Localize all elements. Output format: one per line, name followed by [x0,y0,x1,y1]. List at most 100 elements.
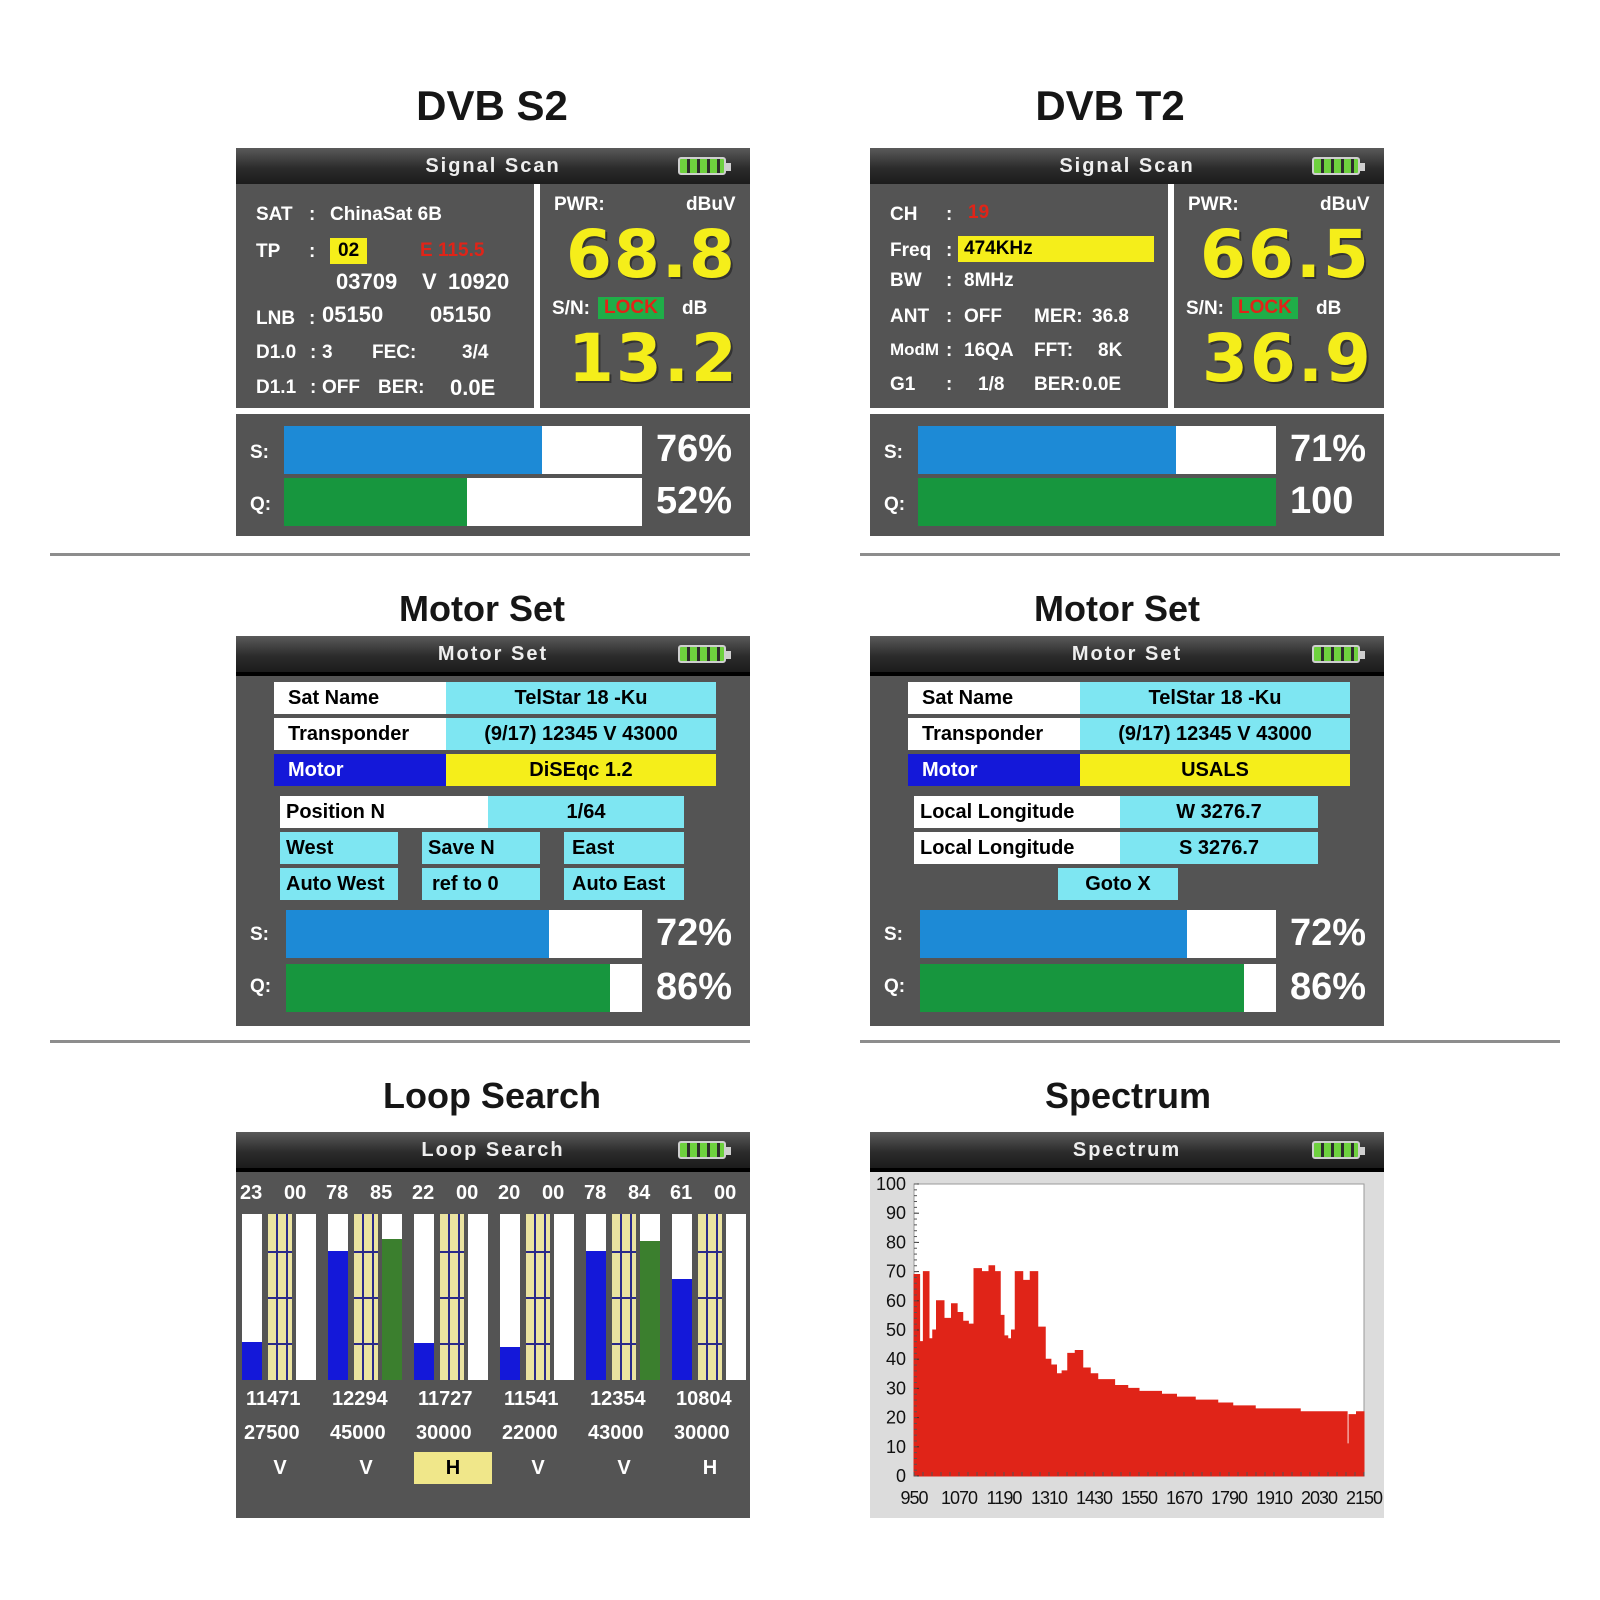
symbol-rate: 30000 [674,1422,730,1444]
level-fill [286,964,610,1012]
tp-polarity: V [422,269,437,294]
fec-value: 3/4 [462,342,489,363]
motor-value[interactable]: DiSEqc 1.2 [446,754,716,786]
quality-value: 84 [628,1182,651,1204]
quality-bar [726,1214,746,1380]
transponder-label: Transponder [908,718,1080,750]
quality-value: 00 [714,1182,737,1204]
y-tick-label: 0 [896,1466,906,1486]
sat-value: ChinaSat 6B [330,204,442,225]
goto-x-button[interactable]: Goto X [1058,868,1178,900]
signal-bar [586,1214,606,1380]
symbol-rate: 45000 [330,1422,386,1444]
sat-name-value[interactable]: TelStar 18 -Ku [446,682,716,714]
motor-value[interactable]: USALS [1080,754,1350,786]
ch-value: 19 [968,202,990,223]
loop-column[interactable]: 20 00 11541 22000 V [498,1172,582,1518]
ber-value: 0.0E [1082,374,1122,395]
y-tick-label: 10 [886,1437,906,1457]
transponder-value[interactable]: (9/17) 12345 V 43000 [1080,718,1350,750]
auto-east-button[interactable]: Auto East [564,868,684,900]
pwr-unit: dBuV [686,194,736,215]
transponder-value[interactable]: (9/17) 12345 V 43000 [446,718,716,750]
polarity-selected: H [414,1452,492,1484]
local-longitude-value[interactable]: W 3276.7 [1120,796,1318,828]
quality-label: Q: [884,494,906,515]
level-ladder [354,1214,378,1380]
signal-value: 20 [498,1182,521,1204]
ber-label: BER: [1034,374,1081,395]
level-ladder [440,1214,464,1380]
y-tick-label: 80 [886,1232,906,1252]
symbol-rate: 22000 [502,1422,558,1444]
quality-fill [382,1238,402,1380]
divider [860,553,1560,556]
strength-bar [286,910,642,958]
local-latitude-value[interactable]: S 3276.7 [1120,832,1318,864]
ch-label: CH [890,204,918,225]
quality-percent: 52% [656,480,733,522]
d10-value: 3 [322,342,333,363]
y-tick-label: 60 [886,1291,906,1311]
quality-label: Q: [250,494,272,515]
lock-indicator: LOCK [1232,297,1298,319]
y-tick-label: 40 [886,1349,906,1369]
loop-column[interactable]: 78 85 12294 45000 V [326,1172,410,1518]
x-tick-label: 2030 [1301,1488,1338,1508]
quality-value: 85 [370,1182,393,1204]
quality-bar [286,964,642,1012]
y-tick-label: 50 [886,1320,906,1340]
fft-value: 8K [1098,340,1123,361]
tp-red-value: E 115.5 [420,240,485,261]
header-bar: Signal Scan [870,148,1384,184]
east-button[interactable]: East [564,832,684,864]
loop-column[interactable]: 78 84 12354 43000 V [584,1172,668,1518]
signal-bar [328,1214,348,1380]
d10-label: D1.0 [256,342,297,363]
freq-value[interactable]: 474KHz [958,236,1154,262]
quality-value: 00 [284,1182,307,1204]
west-button[interactable]: West [280,832,398,864]
battery-icon [678,1141,731,1159]
sat-name-label: Sat Name [274,682,446,714]
ber-label: BER: [378,377,425,398]
position-value[interactable]: 1/64 [488,796,684,828]
level-fill [918,478,1276,526]
quality-bar [918,478,1276,526]
polarity: V [617,1457,631,1479]
pwr-value: 68.8 [566,216,737,293]
level-ladder [268,1214,292,1380]
level-ladder [698,1214,722,1380]
save-button[interactable]: Save N [422,832,540,864]
quality-percent: 86% [656,966,733,1008]
header-title: Motor Set [437,643,549,665]
lock-indicator: LOCK [598,297,664,319]
frequency: 12354 [590,1388,646,1410]
lnb-label: LNB [256,308,296,329]
signal-value: 22 [412,1182,435,1204]
x-tick-label: 1550 [1121,1488,1158,1508]
sat-label: SAT [256,204,293,225]
fec-label: FEC: [372,342,417,363]
tp-frequency: 10920 [448,269,510,294]
transponder-label: Transponder [274,718,446,750]
ref-to-zero-button[interactable]: ref to 0 [422,868,540,900]
y-tick-label: 90 [886,1203,906,1223]
quality-bar [554,1214,574,1380]
loop-column[interactable]: 61 00 10804 30000 H [670,1172,754,1518]
ber-value: 0.0E [450,375,496,400]
loop-column[interactable]: 23 00 11471 27500 V [240,1172,324,1518]
loop-column[interactable]: 22 00 11727 30000 H [412,1172,496,1518]
modm-value: 16QA [964,340,1014,361]
signal-fill [414,1343,434,1380]
tp-value[interactable]: 02 [330,238,368,264]
auto-west-button[interactable]: Auto West [280,868,398,900]
d11-value: OFF [322,377,360,398]
g1-label: G1 [890,374,916,395]
x-tick-label: 1310 [1031,1488,1068,1508]
strength-bar [918,426,1276,474]
strength-label: S: [250,442,269,463]
sat-name-value[interactable]: TelStar 18 -Ku [1080,682,1350,714]
d11-label: D1.1 [256,377,297,398]
